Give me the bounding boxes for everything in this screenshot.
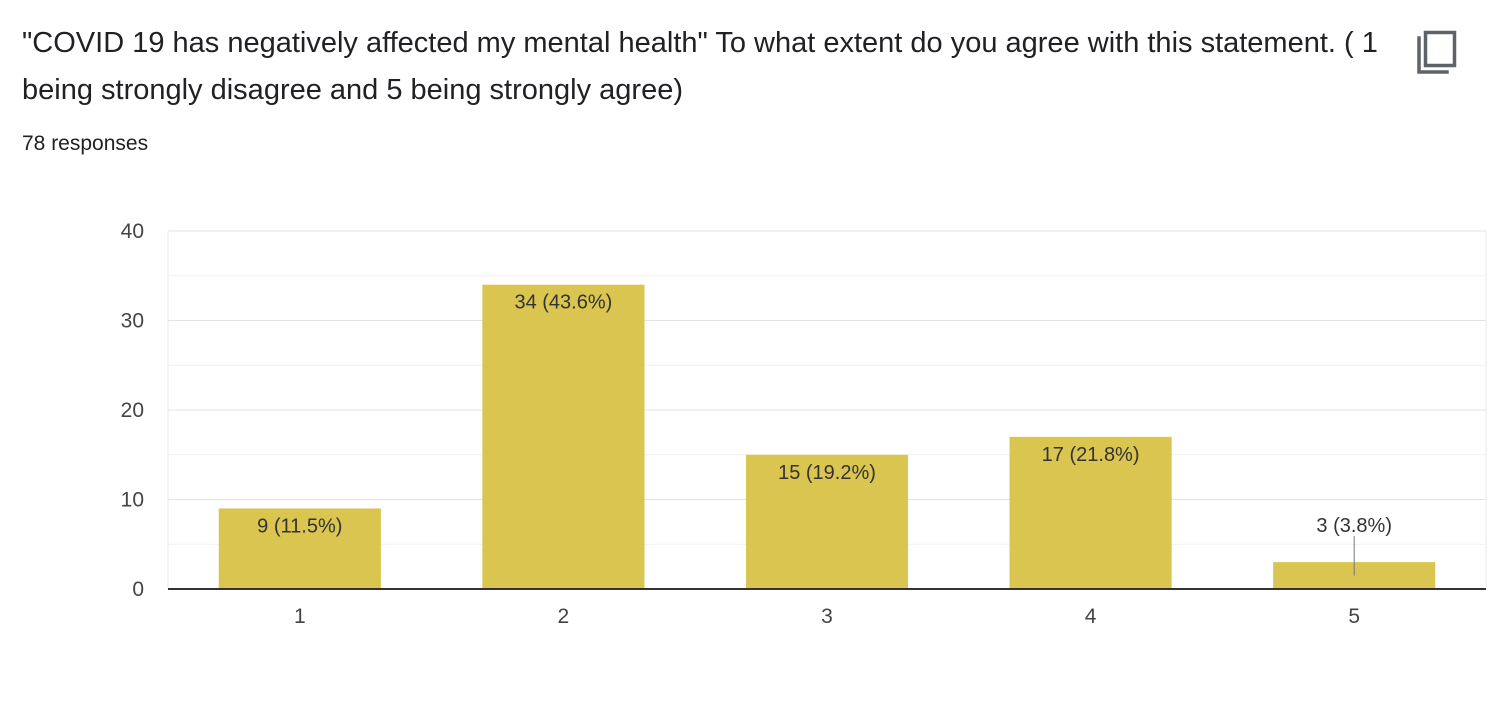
copy-chart-button[interactable] <box>1410 26 1462 78</box>
x-tick-label: 3 <box>821 605 833 628</box>
x-axis-ticks: 1 2 3 4 5 <box>294 605 1360 628</box>
data-label: 9 (11.5%) <box>257 515 342 537</box>
data-label: 3 (3.8%) <box>1316 515 1392 537</box>
y-tick-label: 30 <box>121 310 144 333</box>
bar <box>745 454 909 589</box>
response-count: 78 responses <box>22 132 149 155</box>
data-labels: 9 (11.5%) 34 (43.6%) 15 (19.2%) 17 (21.8%) 3… <box>257 292 1392 576</box>
x-tick-label: 2 <box>558 605 570 628</box>
x-tick-label: 1 <box>294 605 306 628</box>
copy-icon <box>1417 30 1457 74</box>
question-title: "COVID 19 has negatively affected my men… <box>22 27 1378 106</box>
data-label: 34 (43.6%) <box>514 292 612 314</box>
bar <box>1009 436 1172 589</box>
y-axis-ticks: 0 10 20 30 40 <box>121 220 144 601</box>
y-tick-label: 10 <box>121 489 144 512</box>
x-tick-label: 5 <box>1348 605 1360 628</box>
bar <box>218 508 381 589</box>
y-tick-label: 0 <box>132 578 144 601</box>
data-label: 17 (21.8%) <box>1042 444 1140 466</box>
y-tick-label: 20 <box>121 399 144 422</box>
x-tick-label: 4 <box>1085 605 1097 628</box>
y-tick-label: 40 <box>121 220 144 243</box>
bars <box>218 284 1436 589</box>
bar <box>482 284 645 589</box>
data-label: 15 (19.2%) <box>778 462 876 484</box>
